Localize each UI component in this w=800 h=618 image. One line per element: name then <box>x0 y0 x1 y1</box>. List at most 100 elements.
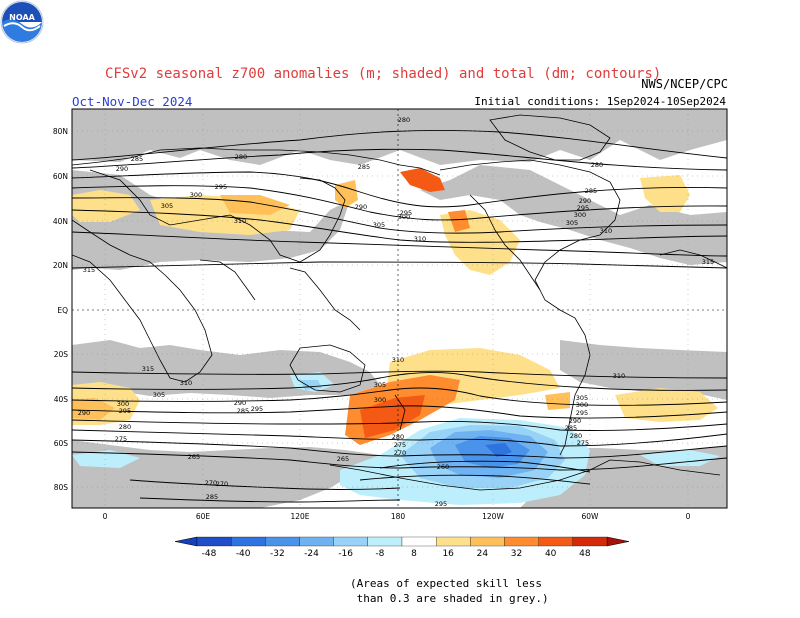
contour-label: 305 <box>566 219 578 227</box>
colorbar-tick-label: -8 <box>375 549 384 559</box>
colorbar-tick-label: 48 <box>579 549 591 559</box>
colorbar-swatch <box>572 536 608 547</box>
colorbar-tick-label: 24 <box>477 549 489 559</box>
latitude-axis: 80N 60N 40N 20N EQ 20S 40S 60S 80S <box>53 127 68 492</box>
lat-tick-label: 80N <box>53 127 68 136</box>
lon-tick-label: 60E <box>196 512 211 521</box>
height-contours <box>72 129 727 503</box>
contour-label: 280 <box>235 153 247 161</box>
colorbar-swatch <box>196 536 232 547</box>
season-label: Oct-Nov-Dec 2024 <box>72 94 193 109</box>
contour-label: 280 <box>570 432 582 440</box>
colorbar-swatch <box>504 536 539 547</box>
contour-label: 280 <box>119 423 131 431</box>
colorbar-swatch <box>538 536 573 547</box>
contour-label: 295 <box>400 209 412 217</box>
contour-label: 305 <box>161 202 173 210</box>
contour-label: 310 <box>600 227 612 235</box>
lon-tick-label: 60W <box>582 512 600 521</box>
colorbar-swatch <box>367 536 403 547</box>
colorbar-tick-label: -32 <box>270 549 285 559</box>
colorbar-swatch <box>265 536 300 547</box>
contour-label: 280 <box>591 161 603 169</box>
map-frame <box>71 108 728 509</box>
contour-label: 265 <box>337 455 349 463</box>
contour-label: 310 <box>414 235 426 243</box>
contour-label: 295 <box>251 405 263 413</box>
grid-lines <box>72 109 727 508</box>
contour-label: 300 <box>190 191 202 199</box>
contour-label: 300 <box>117 400 129 408</box>
colorbar-swatch <box>401 536 437 547</box>
longitude-axis: 0 60E 120E 180 120W 60W 0 <box>103 512 691 521</box>
contour-label: 310 <box>234 217 246 225</box>
colorbar-tick-label: -16 <box>338 549 353 559</box>
contour-label: 270 <box>216 480 228 488</box>
contour-label: 285 <box>585 187 597 195</box>
colorbar-tick-label: 32 <box>511 549 522 559</box>
colorbar-tick-label: 8 <box>411 549 417 559</box>
contour-label: 300 <box>374 396 386 404</box>
contour-label: 285 <box>206 493 218 501</box>
colorbar: -48 -40 -32 -24 -16 -8 8 16 24 32 40 48 <box>174 536 630 559</box>
lat-tick-label: 40N <box>53 217 68 226</box>
contour-label: 300 <box>574 211 586 219</box>
contour-label: 295 <box>435 500 447 508</box>
colorbar-swatch <box>231 536 266 547</box>
colorbar-swatch <box>333 536 368 547</box>
contour-label: 315 <box>142 365 154 373</box>
contour-label: 305 <box>373 221 385 229</box>
agency-label: NWS/NCEP/CPC <box>641 77 728 91</box>
contour-label: 290 <box>579 197 591 205</box>
colorbar-tick-label: 40 <box>545 549 557 559</box>
contour-label: 285 <box>358 163 370 171</box>
colorbar-swatch <box>299 536 334 547</box>
contour-label: 295 <box>577 204 589 212</box>
contour-label: 310 <box>613 372 625 380</box>
colorbar-swatch <box>436 536 471 547</box>
lon-tick-label: 0 <box>686 512 691 521</box>
lat-tick-label: 60N <box>53 172 68 181</box>
coastlines <box>72 114 727 491</box>
logo-text: NOAA <box>9 13 35 22</box>
lat-tick-label: EQ <box>57 306 68 315</box>
skill-mask-shading <box>72 109 727 508</box>
contour-label: 315 <box>83 266 95 274</box>
lat-tick-label: 60S <box>54 439 69 448</box>
contour-label: 270 <box>205 479 217 487</box>
colorbar-tick-label: -48 <box>202 549 217 559</box>
colorbar-tick-label: -40 <box>236 549 251 559</box>
colorbar-tick-label: -24 <box>304 549 319 559</box>
contour-label: 280 <box>398 116 410 124</box>
contour-label: 290 <box>569 417 581 425</box>
graticule <box>72 109 727 508</box>
skill-note: (Areas of expected skill less than 0.3 a… <box>350 577 549 605</box>
colorbar-end-low <box>174 536 198 547</box>
contour-label: 260 <box>437 463 449 471</box>
colorbar-end-high <box>606 536 630 547</box>
contour-label: 305 <box>374 381 386 389</box>
contour-label: 300 <box>398 213 410 221</box>
lat-tick-label: 20S <box>54 350 69 359</box>
lat-tick-label: 80S <box>54 483 69 492</box>
contour-label: 275 <box>577 439 589 447</box>
colorbar-swatch <box>470 536 505 547</box>
contour-label: 295 <box>119 407 131 415</box>
colorbar-tick-label: 16 <box>442 549 454 559</box>
contour-label: 290 <box>78 409 90 417</box>
lon-tick-label: 120W <box>482 512 504 521</box>
lon-tick-label: 120E <box>290 512 309 521</box>
contour-label: 290 <box>355 203 367 211</box>
contour-label: 305 <box>153 391 165 399</box>
lon-tick-label: 180 <box>391 512 406 521</box>
contour-label: 285 <box>237 407 249 415</box>
contour-label: 275 <box>394 441 406 449</box>
lon-tick-label: 0 <box>103 512 108 521</box>
contour-label: 270 <box>394 449 406 457</box>
contour-label: 315 <box>702 258 714 266</box>
contour-label: 295 <box>576 409 588 417</box>
contour-label: 310 <box>392 356 404 364</box>
